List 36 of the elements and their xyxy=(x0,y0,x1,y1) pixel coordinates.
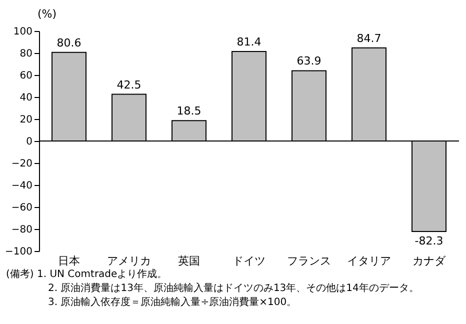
x-tick-label: カナダ xyxy=(412,254,446,268)
y-tick-label: 80 xyxy=(20,48,32,60)
y-tick-label: 0 xyxy=(26,136,32,148)
text: (備考) 1. UN Comtradeより作成。 xyxy=(6,268,168,282)
x-tick-label: イタリア xyxy=(347,254,391,268)
y-tick-label: 40 xyxy=(20,92,32,104)
x-tick-label: 英国 xyxy=(178,254,200,268)
data-label: 18.5 xyxy=(176,104,202,118)
data-label: -82.3 xyxy=(414,234,444,248)
y-tick-label: −100 xyxy=(5,246,32,258)
bar xyxy=(52,52,86,142)
data-label: 81.4 xyxy=(236,35,262,48)
bar xyxy=(352,47,386,142)
y-tick-label: −80 xyxy=(11,224,32,236)
data-label: 80.6 xyxy=(56,36,82,50)
bar xyxy=(112,94,146,142)
x-tick-label: 日本 xyxy=(58,254,80,268)
x-tick-label: アメリカ xyxy=(107,254,151,268)
bar xyxy=(412,140,446,232)
bar xyxy=(292,70,326,142)
y-tick-label: 60 xyxy=(20,70,32,82)
text: 3. 原油輸入依存度＝原油純輸入量÷原油消費量×100。 xyxy=(47,296,298,310)
bar xyxy=(232,50,266,142)
x-tick-label: フランス xyxy=(287,254,331,268)
y-tick-label: −20 xyxy=(11,158,32,170)
y-axis-title: (%) xyxy=(38,8,57,20)
data-label: 63.9 xyxy=(296,54,322,68)
y-tick-label: −60 xyxy=(11,202,32,214)
x-tick-label: ドイツ xyxy=(232,254,266,268)
data-label: 84.7 xyxy=(356,32,382,45)
data-label: 42.5 xyxy=(116,78,142,92)
text: 2. 原油消費量は13年、原油純輸入量はドイツのみ13年、その他は14年のデータ。 xyxy=(47,282,420,296)
bar xyxy=(172,120,206,142)
y-tick-label: 100 xyxy=(13,26,32,38)
y-tick-label: −40 xyxy=(11,180,32,192)
y-tick-label: 20 xyxy=(20,114,32,126)
